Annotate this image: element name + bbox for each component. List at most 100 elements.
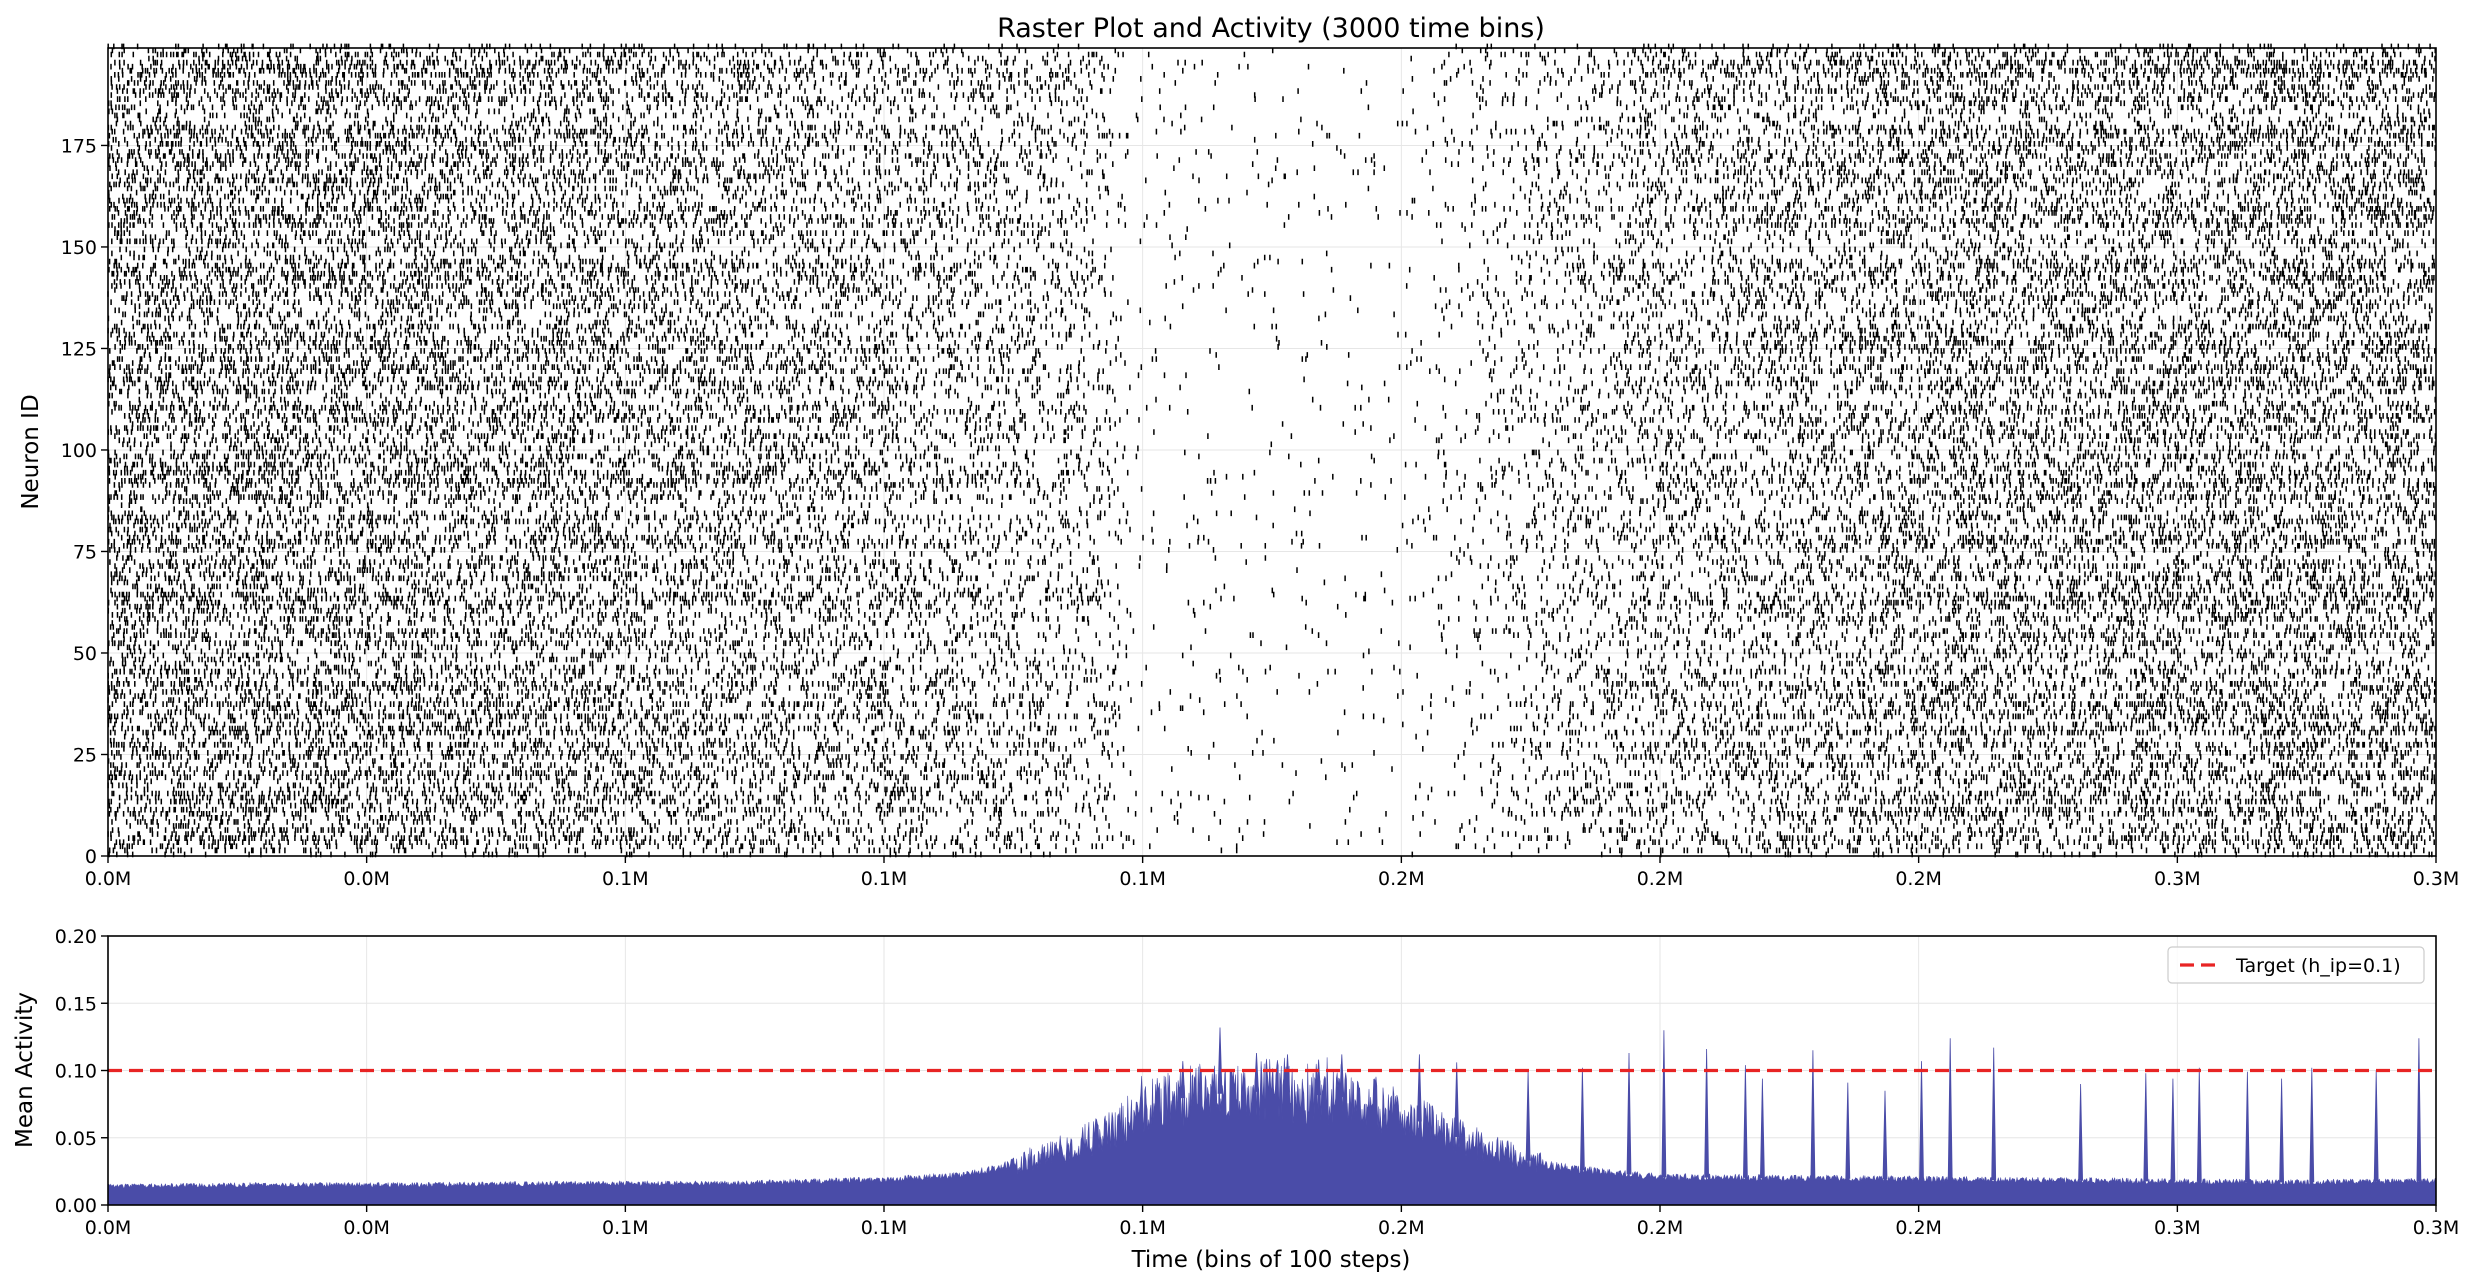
raster-spike-row — [111, 47, 2436, 54]
raster-spike-row — [108, 811, 2424, 817]
raster-spike-row — [111, 636, 2434, 642]
raster-spike-row — [113, 323, 2430, 330]
raster-plot-frame — [107, 47, 2437, 857]
activity-spike — [2279, 1078, 2285, 1183]
raster-x-tick-label: 0.1M — [602, 868, 649, 890]
raster-spike-row — [123, 746, 2412, 752]
raster-spike-row — [114, 344, 2430, 350]
raster-spike-row — [110, 201, 2431, 208]
activity-area-path — [107, 1057, 2437, 1206]
raster-spike-row — [114, 404, 2430, 411]
raster-spike-row — [108, 372, 2422, 379]
raster-y-tick-label: 75 — [73, 541, 97, 563]
raster-spike-row — [115, 567, 2433, 573]
activity-y-tick-label: 0.20 — [55, 926, 97, 948]
raster-spike-row — [114, 433, 2437, 439]
activity-y-axis-label: Mean Activity — [12, 992, 38, 1148]
raster-spike-row — [121, 295, 2423, 301]
raster-spike-row — [116, 88, 2428, 94]
raster-spike-row — [120, 218, 2432, 224]
activity-spike — [2196, 1067, 2202, 1182]
raster-spike-row — [111, 380, 2435, 387]
raster-x-tick-label: 0.2M — [1637, 868, 1684, 890]
raster-spike-row — [110, 543, 2435, 549]
raster-spike-row — [120, 502, 2435, 508]
raster-spike-row — [129, 648, 2415, 655]
raster-spike-row — [116, 275, 2435, 281]
activity-x-tick-label: 0.2M — [1895, 1217, 1942, 1239]
raster-spike-row — [108, 108, 2430, 115]
raster-spike-row — [109, 547, 2431, 553]
activity-spike — [1661, 1030, 1667, 1178]
raster-spike-row — [108, 685, 2430, 691]
raster-spike-row — [114, 766, 2429, 772]
raster-spike-row — [110, 778, 2436, 785]
raster-spike-row — [113, 693, 2430, 699]
raster-spike-row — [116, 116, 2427, 123]
raster-spike-row — [110, 587, 2433, 594]
raster-spike-row — [115, 120, 2423, 127]
activity-spike — [1454, 1062, 1460, 1137]
activity-x-tick-label: 0.1M — [861, 1217, 908, 1239]
activity-spike — [2373, 1070, 2379, 1182]
raster-y-tick-label: 175 — [61, 135, 97, 157]
raster-spike-row — [119, 177, 2423, 184]
activity-spike — [1845, 1082, 1851, 1179]
raster-spike-row — [110, 51, 2434, 58]
raster-spike-row — [113, 482, 2435, 488]
raster-spike-row — [118, 616, 2433, 622]
raster-spike-row — [108, 774, 2435, 781]
raster-spike-row — [111, 750, 2429, 756]
raster-spike-row — [116, 551, 2436, 557]
raster-spike-row — [110, 76, 2434, 82]
activity-spike — [1525, 1070, 1531, 1161]
raster-spike-row — [143, 352, 2430, 358]
raster-spike-row — [110, 185, 2425, 192]
raster-spike-row — [118, 437, 2433, 444]
raster-spike-row — [110, 741, 2436, 748]
raster-spike-row — [116, 335, 2428, 342]
activity-x-tick-label: 0.2M — [1637, 1217, 1684, 1239]
raster-spike-row — [107, 43, 2431, 50]
raster-spike-row — [120, 254, 2434, 261]
raster-title: Raster Plot and Activity (3000 time bins… — [997, 13, 1545, 44]
activity-spike — [2143, 1073, 2149, 1182]
raster-spike-row — [116, 149, 2423, 155]
activity-x-tick-label: 0.0M — [85, 1217, 132, 1239]
raster-x-tick-label: 0.3M — [2154, 868, 2201, 890]
raster-spike-row — [108, 392, 2372, 399]
raster-spike-row — [120, 319, 2417, 326]
raster-spike-row — [111, 360, 2410, 366]
activity-spike — [2244, 1071, 2250, 1183]
raster-y-tick-label: 50 — [73, 643, 97, 665]
activity-spike — [1217, 1027, 1223, 1094]
activity-y-tick-label: 0.15 — [55, 993, 97, 1015]
raster-spike-row — [114, 59, 2431, 66]
activity-x-tick-label: 0.3M — [2413, 1217, 2460, 1239]
raster-spike-row — [129, 823, 2431, 829]
raster-spike-row — [110, 331, 2406, 338]
raster-spike-row — [111, 214, 2434, 220]
raster-spike-row — [109, 364, 2432, 370]
raster-spike-row — [122, 441, 2437, 448]
raster-spike-row — [108, 494, 2424, 500]
raster-spike-row — [109, 457, 2433, 464]
raster-spike-row — [114, 668, 2420, 675]
raster-y-tick-label: 150 — [61, 237, 97, 259]
raster-spike-row — [111, 173, 2421, 180]
activity-x-tick-label: 0.1M — [1119, 1217, 1166, 1239]
raster-spike-row — [123, 413, 2433, 419]
raster-spike-row — [109, 737, 2427, 744]
raster-spike-row — [119, 246, 2397, 253]
raster-x-tick-label: 0.2M — [1895, 868, 1942, 890]
raster-spike-row — [110, 510, 2434, 517]
raster-spike-row — [110, 579, 2435, 586]
raster-spike-row — [132, 583, 2428, 590]
raster-spike-row — [110, 63, 2433, 70]
raster-spike-row — [116, 234, 2391, 240]
raster-spike-row — [110, 425, 2433, 431]
activity-spike — [1947, 1038, 1953, 1180]
activity-x-tick-label: 0.0M — [343, 1217, 390, 1239]
raster-spike-row — [108, 266, 2430, 273]
raster-spike-row — [117, 169, 2428, 176]
